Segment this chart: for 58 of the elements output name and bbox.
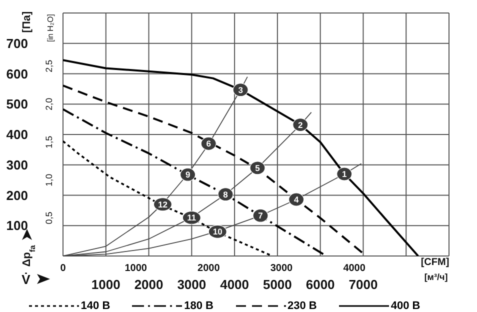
- x-axis-title: [м³/ч]: [424, 272, 448, 282]
- x2-tick-label: 4000: [343, 263, 366, 274]
- number-badge: 12: [153, 198, 172, 212]
- annotation: 6: [206, 138, 212, 149]
- legend-label: 180 В: [184, 300, 214, 312]
- annotation: 11: [187, 212, 196, 223]
- x2-tick-label: 1000: [124, 263, 148, 274]
- annotation: 7: [258, 210, 264, 221]
- annotation: 8: [223, 189, 228, 200]
- number-badge: 4: [288, 192, 304, 206]
- y2-tick-label: 0,5: [44, 212, 54, 224]
- annotation: 5: [255, 162, 260, 173]
- number-badge: 2: [292, 118, 308, 132]
- annotation: 2: [298, 120, 304, 130]
- x-tick-label: 2000: [134, 277, 164, 292]
- x-tick-label: 7000: [348, 277, 378, 292]
- x-tick-label: 4000: [220, 277, 250, 292]
- number-badge: 9: [180, 168, 196, 182]
- x-tick-label: 6000: [306, 277, 335, 292]
- y-tick-label: 500: [6, 96, 28, 112]
- number-badge: 1: [336, 167, 352, 181]
- y2-tick-label: 2,5: [44, 60, 54, 72]
- annotation: 3: [238, 84, 244, 95]
- y2-tick-label: 2,0: [44, 98, 54, 110]
- y-tick-label: 400: [6, 127, 28, 142]
- annotation: 1: [342, 168, 347, 179]
- annotation: 9: [185, 170, 190, 180]
- number-badge: 7: [252, 208, 268, 222]
- y-tick-label: 200: [6, 188, 28, 203]
- number-badge: 11: [182, 210, 201, 225]
- y-tick-label: 300: [6, 157, 28, 172]
- y2-axis-title: [in H₂O]: [46, 14, 55, 42]
- x2-tick-label: 3000: [270, 263, 294, 274]
- x-tick-label: 5000: [262, 277, 292, 292]
- y-tick-label: 100: [6, 218, 28, 234]
- x2-axis-title: [CFM]: [420, 257, 450, 268]
- legend-label: 400 В: [390, 300, 420, 312]
- x2-tick-label: 2000: [198, 263, 220, 274]
- line-series: [63, 59, 420, 256]
- annotation: 4: [294, 194, 299, 205]
- legend-label: 230 В: [288, 300, 317, 312]
- y2-tick-label: 1,5: [44, 136, 54, 148]
- x-tick-label: 3000: [177, 277, 206, 292]
- number-badge: 6: [200, 136, 216, 150]
- y2-tick-label: 1,0: [44, 174, 54, 186]
- y-axis-title: [Па]: [21, 10, 33, 33]
- number-badge: 5: [250, 161, 266, 175]
- annotation: 12: [158, 199, 168, 210]
- legend-label: 140 В: [80, 300, 110, 312]
- text: V̇: [22, 272, 31, 287]
- number-badge: 3: [232, 83, 248, 97]
- y-tick-label: 600: [6, 66, 28, 82]
- number-badge: 10: [208, 224, 227, 238]
- number-badge: 8: [218, 188, 234, 202]
- y-tick-label: 700: [6, 36, 28, 51]
- x-tick-label: 1000: [91, 277, 120, 292]
- annotation: 10: [212, 226, 223, 237]
- x2-tick-label: 0: [60, 263, 66, 274]
